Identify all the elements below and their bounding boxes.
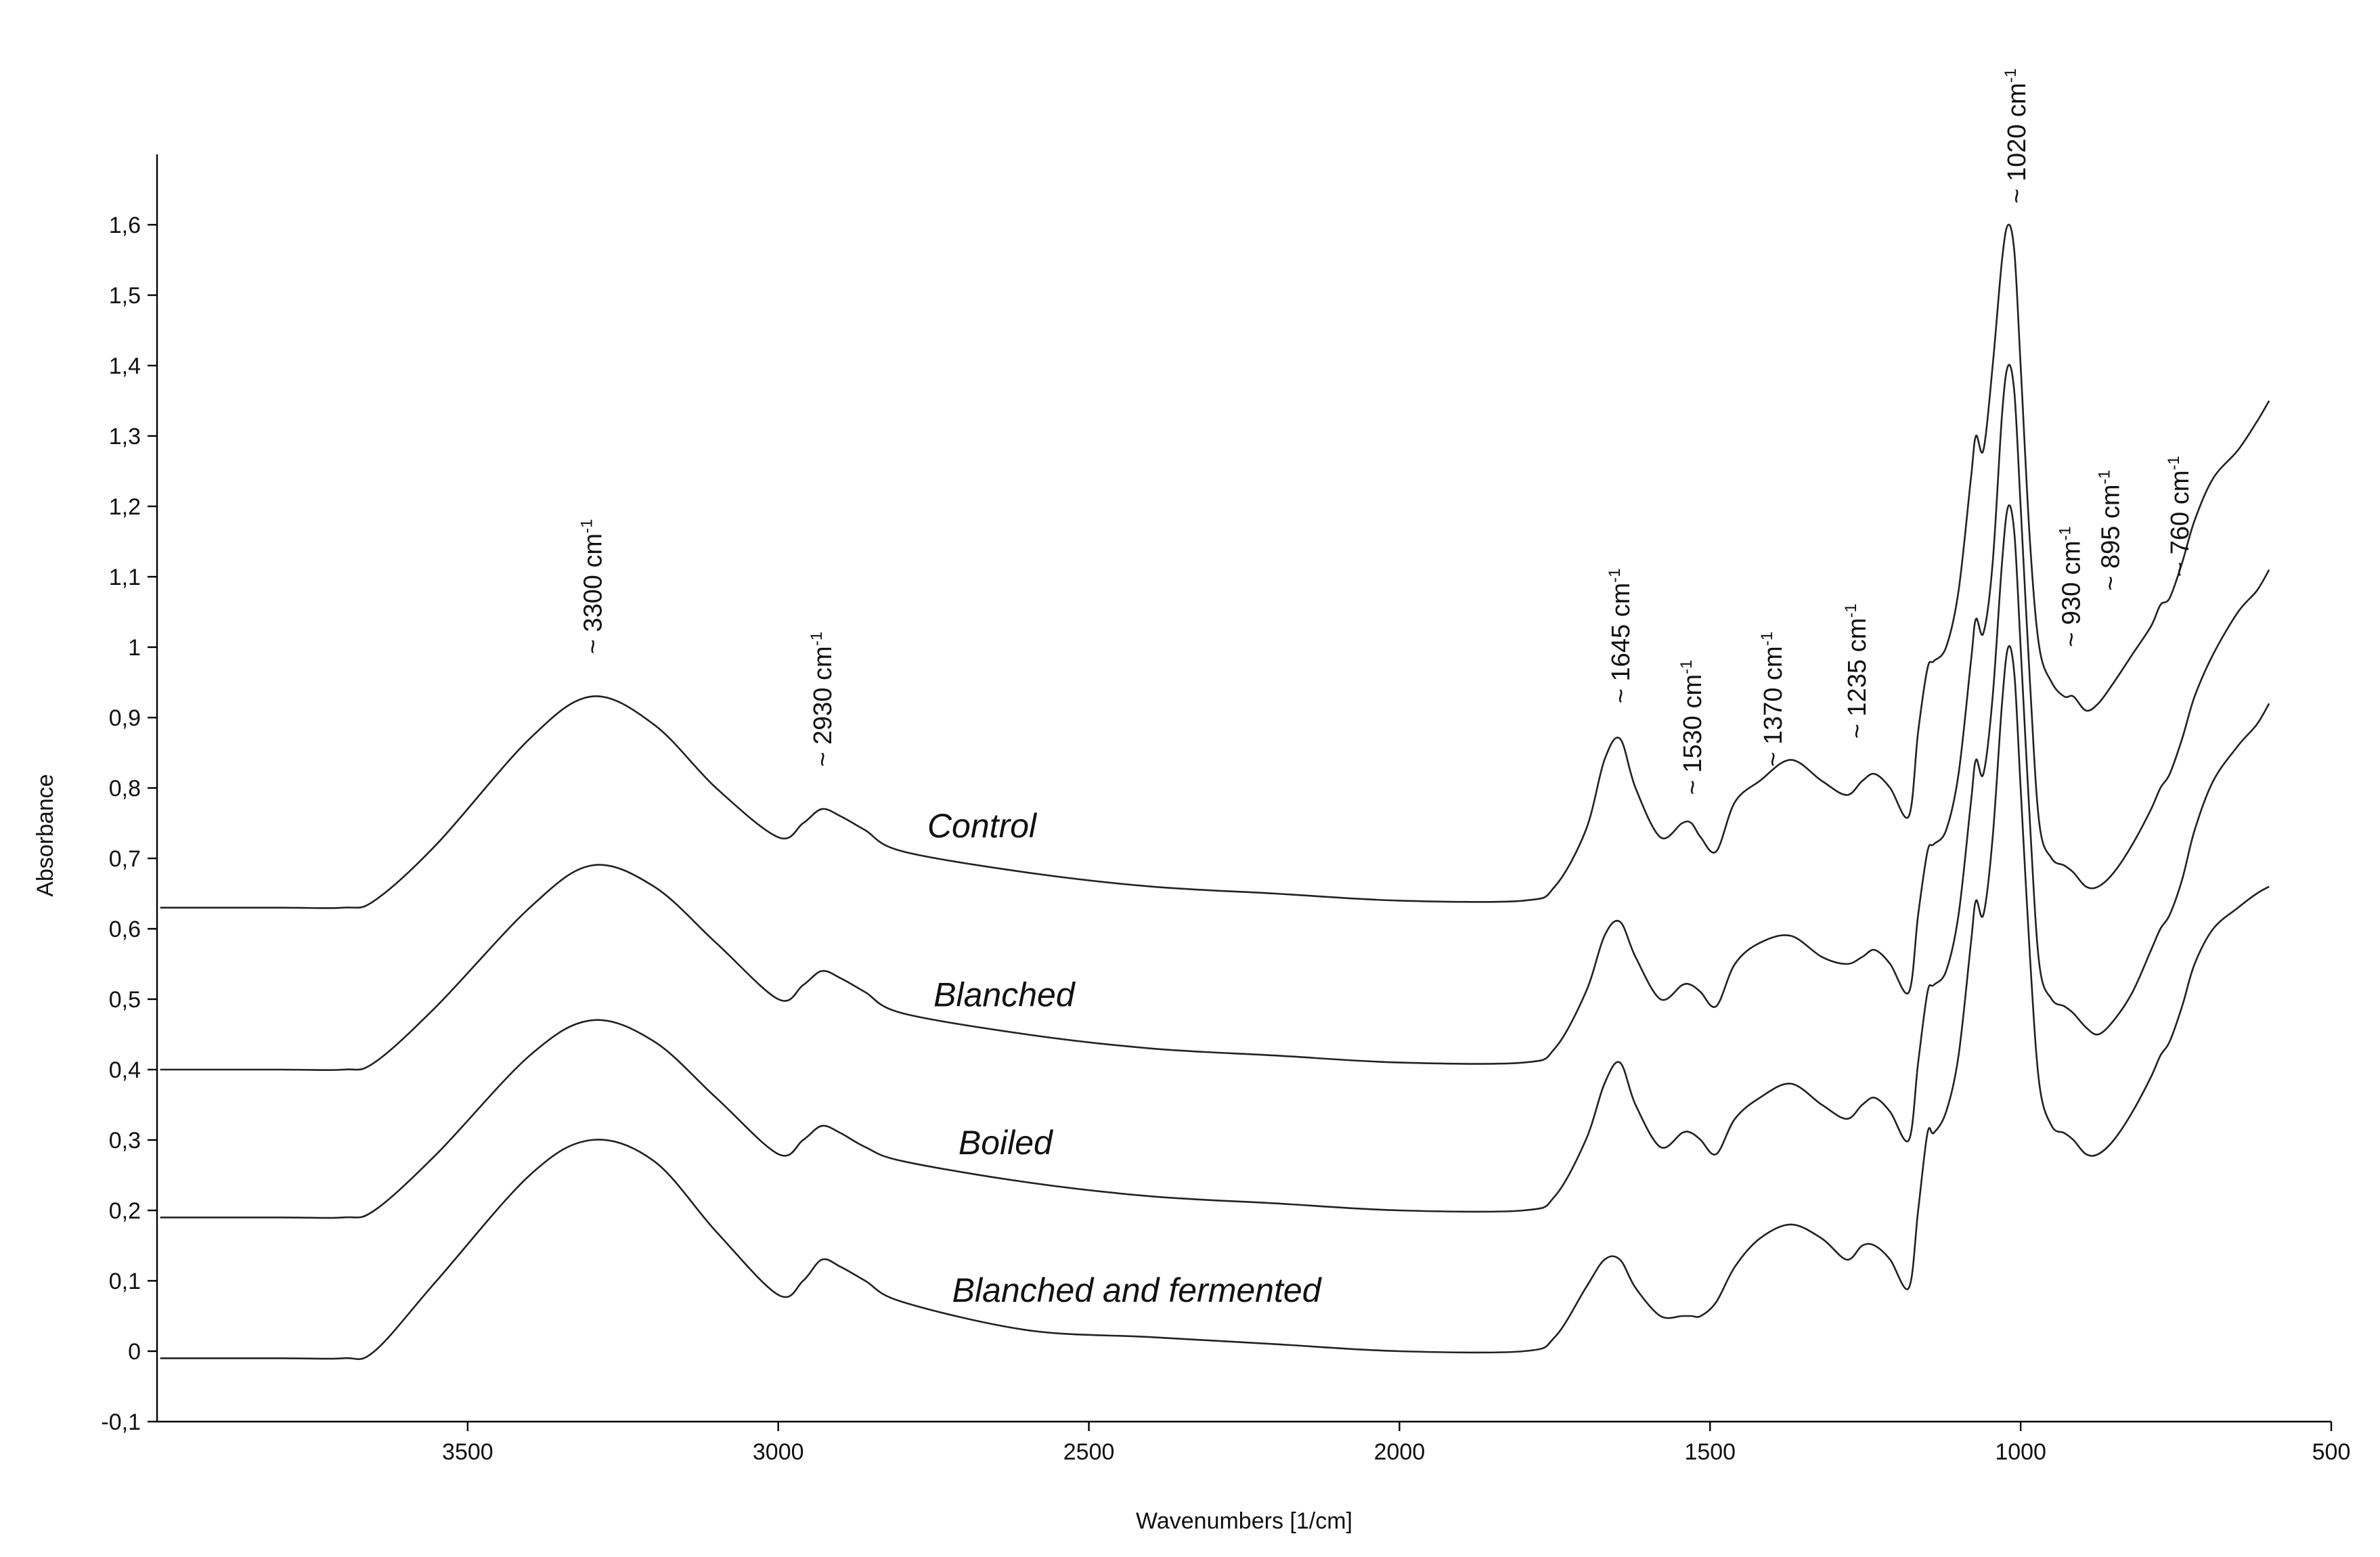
peak-label: ~ 1235 cm-1 — [1842, 603, 1872, 739]
series-line-0 — [160, 223, 2270, 909]
y-tick-label: 1 — [128, 635, 141, 661]
series-line-2 — [160, 504, 2270, 1219]
x-tick-label: 1500 — [1684, 1439, 1736, 1465]
y-tick-label: 0 — [128, 1339, 141, 1365]
y-tick-label: 0,1 — [109, 1269, 141, 1294]
series-label: Blanched and fermented — [952, 1271, 1323, 1309]
peak-label: ~ 930 cm-1 — [2056, 526, 2086, 647]
y-tick-label: 1,5 — [109, 283, 141, 309]
x-tick-label: 3500 — [442, 1439, 493, 1465]
y-tick-label: -0,1 — [101, 1409, 141, 1435]
y-tick-label: 1,1 — [109, 565, 141, 590]
series-labels: Control Blanched Boiled Blanched and fermen… — [927, 807, 1323, 1309]
y-tick-label: 0,5 — [109, 987, 141, 1013]
x-tick-label: 3000 — [753, 1439, 804, 1465]
peak-annotations: ~ 3300 cm-1 ~ 2930 cm-1 ~ 1645 cm-1 ~ 1530 … — [577, 68, 2195, 795]
y-tick-label: 0,4 — [109, 1057, 141, 1083]
x-tick-label: 2500 — [1063, 1439, 1115, 1465]
y-tick-label: 0,9 — [109, 705, 141, 731]
series-label: Blanched — [933, 975, 1076, 1013]
peak-label: ~ 1370 cm-1 — [1758, 632, 1788, 767]
y-tick-label: 1,3 — [109, 424, 141, 449]
peak-label: ~ 895 cm-1 — [2095, 470, 2125, 591]
x-tick-label: 500 — [2312, 1439, 2351, 1465]
series-group — [160, 223, 2270, 1361]
peak-label: ~ 1020 cm-1 — [2002, 68, 2031, 204]
peak-label: ~ 1645 cm-1 — [1606, 568, 1635, 703]
axes: -0,1 0 0,1 0,2 0,3 0,4 0,5 0,6 0,7 0,8 0,9 1 1,1 1,2 1… — [101, 154, 2350, 1465]
series-line-3 — [160, 645, 2270, 1361]
series-line-1 — [160, 364, 2270, 1072]
series-label: Control — [927, 807, 1038, 845]
y-tick-label: 1,4 — [109, 353, 141, 379]
y-tick-label: 0,8 — [109, 776, 141, 802]
y-tick-label: 1,2 — [109, 494, 141, 520]
y-tick-label: 0,3 — [109, 1128, 141, 1154]
peak-label: ~ 760 cm-1 — [2165, 456, 2195, 577]
y-tick-label: 0,7 — [109, 846, 141, 872]
x-tick-label: 2000 — [1374, 1439, 1426, 1465]
y-tick-label: 0,6 — [109, 917, 141, 942]
y-tick-label: 0,2 — [109, 1198, 141, 1224]
series-label: Boiled — [958, 1124, 1054, 1162]
x-tick-label: 1000 — [1995, 1439, 2046, 1465]
peak-label: ~ 2930 cm-1 — [808, 632, 837, 767]
y-tick-label: 1,6 — [109, 213, 141, 238]
x-axis-title: Wavenumbers [1/cm] — [1136, 1508, 1352, 1534]
y-axis-title: Absorbance — [32, 774, 58, 896]
peak-label: ~ 1530 cm-1 — [1677, 660, 1707, 795]
peak-label: ~ 3300 cm-1 — [577, 519, 607, 655]
